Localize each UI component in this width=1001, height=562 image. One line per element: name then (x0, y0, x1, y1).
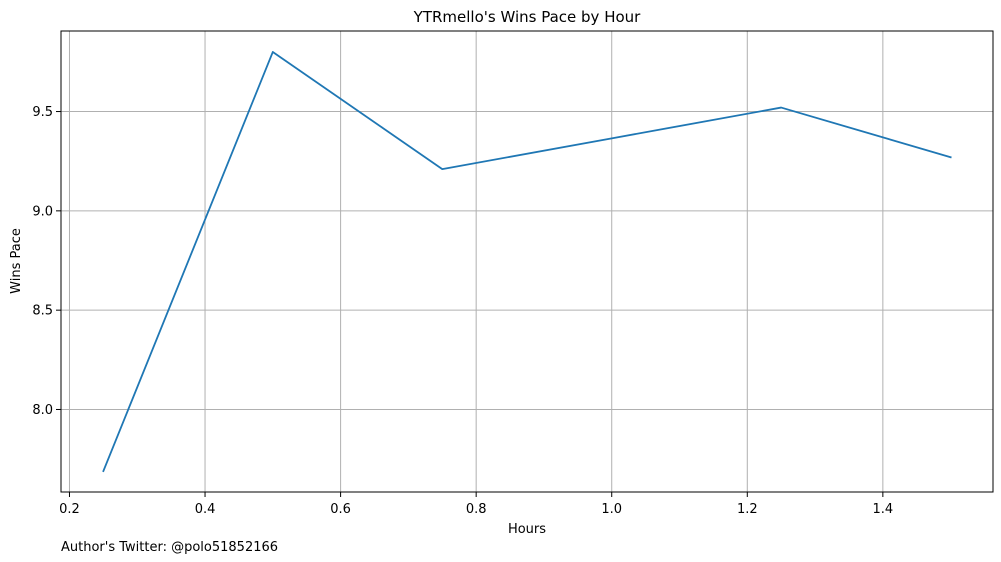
y-tick-label: 9.5 (32, 105, 53, 120)
x-tick-label: 0.8 (466, 502, 487, 517)
x-axis-label: Hours (508, 522, 546, 537)
x-tick-label: 1.2 (737, 502, 758, 517)
series-line (102, 51, 952, 473)
plot-frame (60, 30, 994, 493)
y-tick-label: 8.5 (32, 304, 53, 319)
x-axis-ticks: 0.2 0.4 0.6 0.8 1.0 1.2 1.4 (59, 492, 893, 517)
chart-title: YTRmello's Wins Pace by Hour (413, 8, 642, 26)
x-tick-label: 0.2 (59, 502, 80, 517)
author-footer: Author's Twitter: @polo51852166 (61, 540, 278, 555)
x-tick-label: 0.6 (330, 502, 351, 517)
series-layer (102, 51, 952, 473)
x-tick-label: 0.4 (195, 502, 216, 517)
x-tick-label: 1.4 (873, 502, 894, 517)
y-axis-ticks: 8.0 8.5 9.0 9.5 (32, 105, 61, 418)
grid (61, 31, 993, 492)
y-axis-label: Wins Pace (9, 228, 24, 294)
x-tick-label: 1.0 (601, 502, 622, 517)
y-tick-label: 8.0 (32, 403, 53, 418)
y-tick-label: 9.0 (32, 204, 53, 219)
